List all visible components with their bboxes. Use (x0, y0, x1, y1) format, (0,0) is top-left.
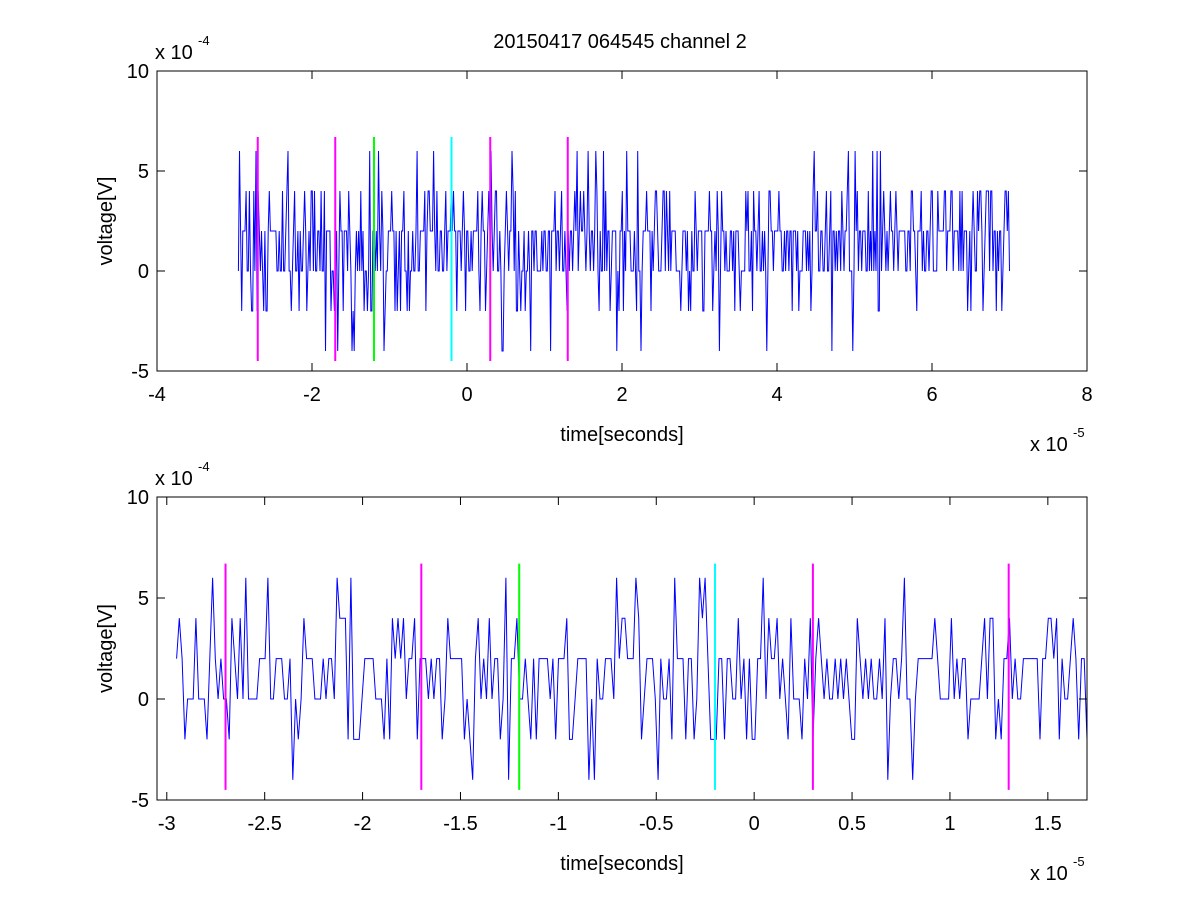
y-tick-label: -5 (131, 361, 149, 383)
signal-line (176, 577, 1088, 780)
x-tick-label: 4 (771, 384, 782, 406)
y-axis-label-top: voltage[V] (95, 177, 117, 266)
x-tick-label: -1 (549, 813, 567, 835)
x-tick-label: 0 (749, 813, 760, 835)
y-multiplier-top: x 10 (155, 42, 193, 64)
plot-top: -4 -2 0 2 4 6 8 -5 0 5 10 time[seconds] voltage[V]… (95, 33, 1093, 456)
x-tick-label: -2.5 (247, 813, 281, 835)
y-exponent-note-top: x 10 -4 (155, 33, 210, 64)
y-exponent-note-bottom: x 10 -4 (155, 459, 210, 490)
x-tick-label: -4 (148, 384, 166, 406)
x-tick-label: 1 (944, 813, 955, 835)
markers-top (256, 137, 569, 361)
signal-line (237, 150, 1010, 352)
x-tick-label: 6 (926, 384, 937, 406)
x-exponent-bottom: -5 (1073, 854, 1085, 869)
x-axis-label-top: time[seconds] (560, 424, 683, 446)
signal-trace-bottom (176, 577, 1088, 780)
x-exponent-note-bottom: x 10 -5 (1030, 854, 1085, 885)
x-tick-label: -2 (354, 813, 372, 835)
x-tick-label: -0.5 (639, 813, 673, 835)
x-tick-label: 1.5 (1034, 813, 1062, 835)
x-tick-label: 8 (1081, 384, 1092, 406)
x-tick-label: 0 (461, 384, 472, 406)
y-exponent-top: -4 (198, 33, 210, 48)
y-tick-label: 5 (138, 161, 149, 183)
y-tick-label: 0 (138, 689, 149, 711)
x-tick-label: -3 (158, 813, 176, 835)
y-tick-label: 5 (138, 588, 149, 610)
axes-box-top (156, 70, 1088, 372)
figure-title: 20150417 064545 channel 2 (493, 31, 747, 53)
x-axis-label-bottom: time[seconds] (560, 853, 683, 875)
y-tick-label: 10 (127, 61, 149, 83)
x-tick-label: -1.5 (443, 813, 477, 835)
markers-bottom (224, 563, 1010, 790)
axes-box-bottom (156, 496, 1088, 801)
x-tick-label: 0.5 (838, 813, 866, 835)
y-tick-label: 0 (138, 261, 149, 283)
y-multiplier-bottom: x 10 (155, 468, 193, 490)
y-axis-label-bottom: voltage[V] (95, 604, 117, 693)
x-exponent-top: -5 (1073, 425, 1085, 440)
y-tick-label: 10 (127, 487, 149, 509)
x-tick-label: 2 (616, 384, 627, 406)
y-tick-label: -5 (131, 790, 149, 812)
x-exponent-note-top: x 10 -5 (1030, 425, 1085, 456)
ticks-bottom: -3 -2.5 -2 -1.5 -1 -0.5 0 0.5 1 1.5 -5 0 5 10 (127, 487, 1087, 835)
x-tick-label: -2 (303, 384, 321, 406)
x-multiplier-bottom: x 10 (1030, 863, 1068, 885)
signal-trace-top (237, 150, 1010, 352)
plot-bottom: -3 -2.5 -2 -1.5 -1 -0.5 0 0.5 1 1.5 -5 0 5 10 time[se… (95, 459, 1088, 885)
y-exponent-bottom: -4 (198, 459, 210, 474)
ticks-top: -4 -2 0 2 4 6 8 -5 0 5 10 (127, 61, 1093, 406)
x-multiplier-top: x 10 (1030, 434, 1068, 456)
